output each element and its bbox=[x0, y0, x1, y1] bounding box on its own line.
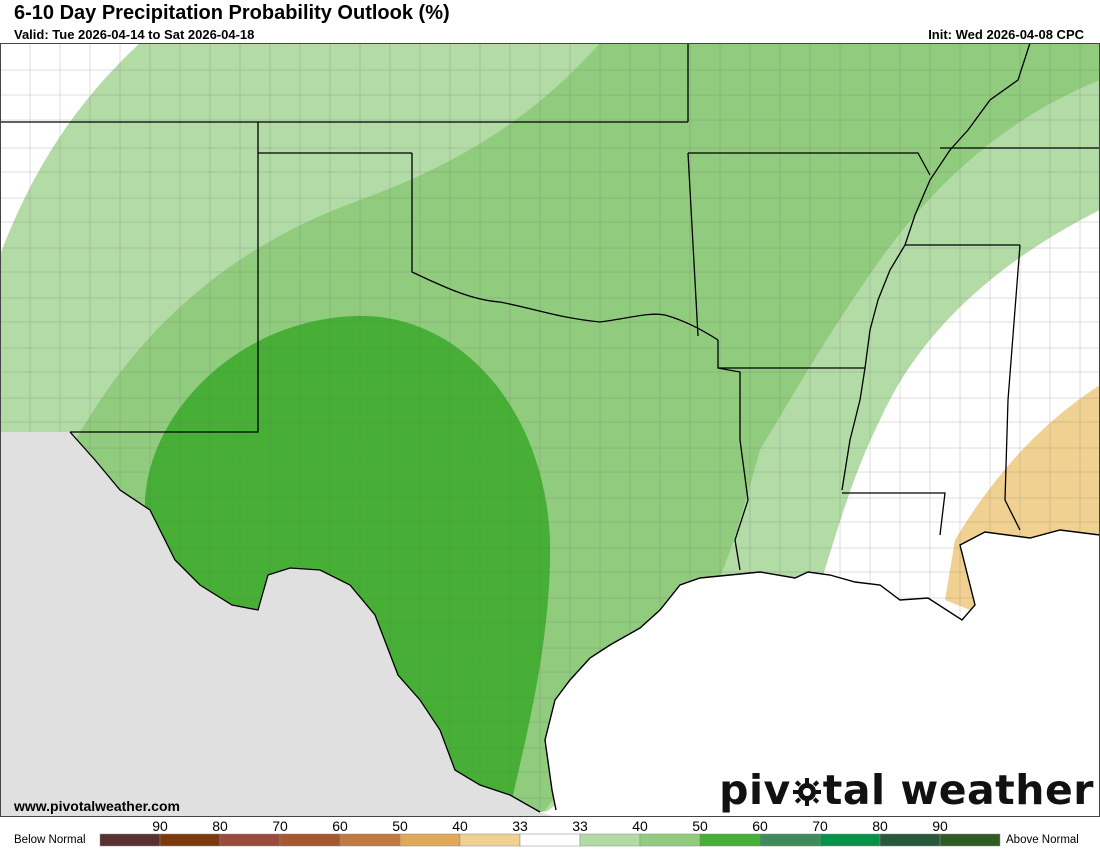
logo-text-left: piv bbox=[719, 766, 791, 814]
oklahoma-arkansas-border bbox=[687, 43, 699, 337]
logo-text-right: tal weather bbox=[822, 766, 1094, 814]
mississippi-alabama-border bbox=[1004, 244, 1021, 531]
legend-tick-3: 60 bbox=[332, 818, 348, 834]
legend-swatch-12 bbox=[819, 833, 881, 847]
legend-swatch-5 bbox=[399, 833, 461, 847]
rio-grande bbox=[69, 431, 541, 813]
legend-swatch-6 bbox=[459, 833, 521, 847]
gear-icon bbox=[792, 778, 821, 806]
gulf-coastline bbox=[544, 529, 1100, 811]
legend-swatch-11 bbox=[759, 833, 821, 847]
legend-swatch-7 bbox=[519, 833, 581, 847]
legend-tick-4: 50 bbox=[392, 818, 408, 834]
legend-tick-7: 33 bbox=[572, 818, 588, 834]
legend-swatch-1 bbox=[159, 833, 221, 847]
pivotal-weather-logo: piv tal weather bbox=[719, 766, 1094, 814]
legend-swatch-3 bbox=[279, 833, 341, 847]
county-lines bbox=[0, 43, 1100, 812]
legend-tick-9: 50 bbox=[692, 818, 708, 834]
legend-tick-11: 70 bbox=[812, 818, 828, 834]
louisiana-mississippi-border bbox=[842, 492, 946, 536]
legend-bar: 90 80 70 60 50 40 33 33 40 50 60 70 80 90 bbox=[99, 818, 1001, 847]
legend-tick-5: 40 bbox=[452, 818, 468, 834]
legend-tick-10: 60 bbox=[752, 818, 768, 834]
new-mexico-texas-border bbox=[70, 153, 259, 433]
legend-swatch-0 bbox=[99, 833, 161, 847]
legend-swatch-14 bbox=[939, 833, 1001, 847]
legend-tick-13: 90 bbox=[932, 818, 948, 834]
init-time: Init: Wed 2026-04-08 CPC bbox=[928, 27, 1084, 42]
legend-tick-6: 33 bbox=[512, 818, 528, 834]
legend-swatch-2 bbox=[219, 833, 281, 847]
legend-above-normal-label: Above Normal bbox=[1006, 834, 1079, 846]
state-borders bbox=[0, 43, 1100, 571]
mexico-area bbox=[0, 432, 556, 817]
color-legend: 90 80 70 60 50 40 33 33 40 50 60 70 80 90 Below Norma… bbox=[0, 818, 1100, 850]
legend-swatch-4 bbox=[339, 833, 401, 847]
legend-tick-12: 80 bbox=[872, 818, 888, 834]
oklahoma-texas-border bbox=[411, 153, 719, 341]
legend-swatch-13 bbox=[879, 833, 941, 847]
legend-tick-0: 90 bbox=[152, 818, 168, 834]
legend-tick-2: 70 bbox=[272, 818, 288, 834]
legend-below-normal-label: Below Normal bbox=[14, 834, 86, 846]
legend-swatch-10 bbox=[699, 833, 761, 847]
legend-swatch-8 bbox=[579, 833, 641, 847]
legend-swatch-9 bbox=[639, 833, 701, 847]
page-title: 6-10 Day Precipitation Probability Outlo… bbox=[14, 2, 450, 24]
missouri-arkansas-border bbox=[688, 152, 931, 176]
valid-period: Valid: Tue 2026-04-14 to Sat 2026-04-18 bbox=[14, 27, 255, 42]
precipitation-outlook-map bbox=[0, 43, 1100, 817]
website-label: www.pivotalweather.com bbox=[14, 798, 180, 814]
legend-tick-1: 80 bbox=[212, 818, 228, 834]
legend-tick-8: 40 bbox=[632, 818, 648, 834]
